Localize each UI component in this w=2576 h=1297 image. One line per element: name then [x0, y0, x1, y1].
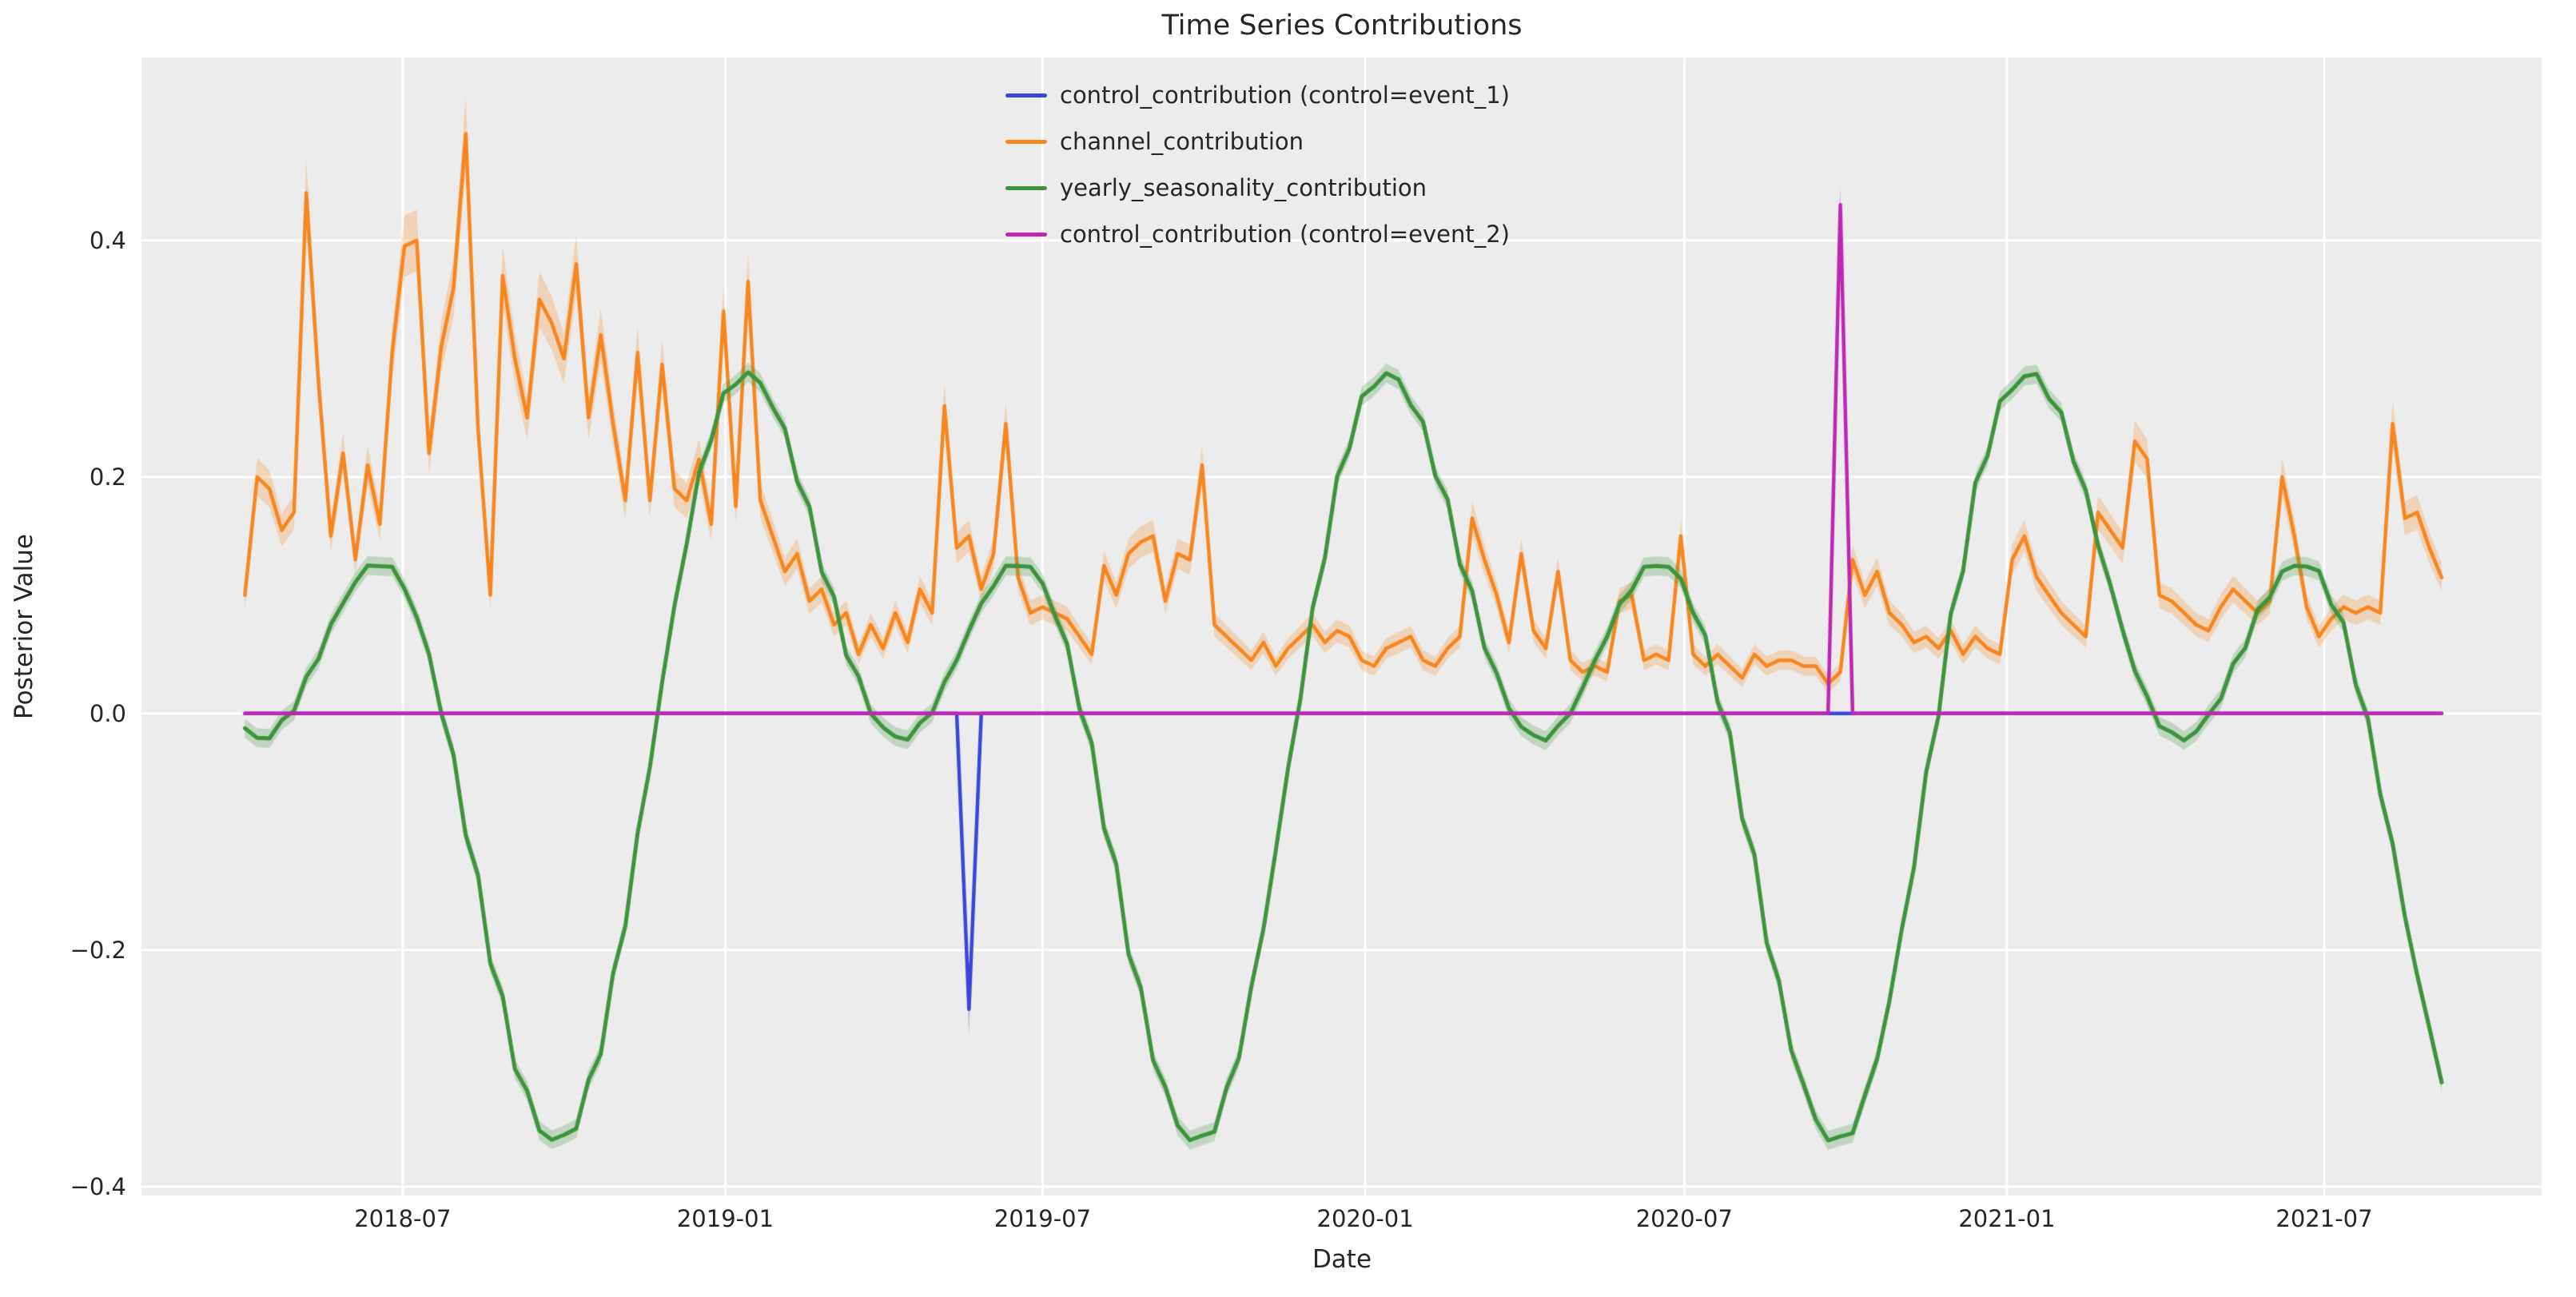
legend-label: yearly_seasonality_contribution [1060, 174, 1427, 201]
x-tick-label: 2021-01 [1958, 1205, 2056, 1232]
y-tick-label: 0.0 [89, 699, 126, 727]
x-tick-label: 2020-07 [1635, 1205, 1733, 1232]
y-axis-label: Posterior Value [10, 534, 38, 719]
x-tick-label: 2021-07 [2275, 1205, 2373, 1232]
x-tick-label: 2020-01 [1316, 1205, 1414, 1232]
legend-label: control_contribution (control=event_2) [1060, 221, 1510, 248]
legend-item: channel_contribution [1005, 126, 1510, 157]
legend: control_contribution (control=event_1) c… [1005, 80, 1510, 249]
legend-item: control_contribution (control=event_1) [1005, 80, 1510, 110]
legend-label: control_contribution (control=event_1) [1060, 82, 1510, 109]
chart-title: Time Series Contributions [1161, 10, 1523, 42]
legend-item: control_contribution (control=event_2) [1005, 219, 1510, 249]
legend-label: channel_contribution [1060, 128, 1304, 155]
x-axis-label: Date [1312, 1245, 1372, 1274]
legend-swatch-line [1005, 232, 1047, 237]
x-tick-label: 2018-07 [354, 1205, 452, 1232]
legend-swatch-line [1005, 139, 1047, 144]
y-tick-label: −0.4 [70, 1172, 126, 1200]
x-tick-label: 2019-01 [676, 1205, 774, 1232]
y-tick-label: −0.2 [70, 936, 126, 964]
legend-swatch-line [1005, 93, 1047, 97]
x-tick-label: 2019-07 [993, 1205, 1092, 1232]
legend-swatch-line [1005, 185, 1047, 190]
y-tick-label: 0.2 [89, 463, 126, 491]
legend-item: yearly_seasonality_contribution [1005, 173, 1510, 203]
y-tick-label: 0.4 [89, 226, 126, 254]
